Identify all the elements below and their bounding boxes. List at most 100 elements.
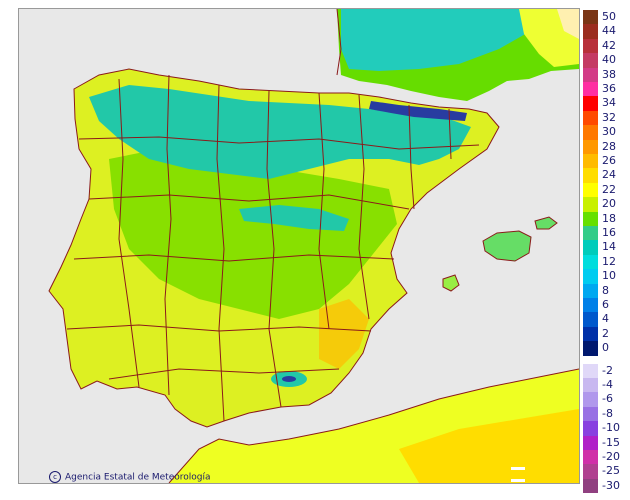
legend-label: -10	[602, 421, 620, 435]
legend-row: 22	[583, 182, 630, 198]
legend-label: 38	[602, 67, 616, 81]
legend-row: 4	[583, 312, 630, 327]
legend-swatch	[583, 406, 598, 422]
iberia-green-interior	[109, 149, 397, 319]
legend-swatch	[583, 197, 598, 212]
legend-swatch	[583, 312, 598, 327]
legend-label: 0	[602, 341, 609, 355]
legend-swatch	[583, 421, 598, 436]
legend-label: 30	[602, 125, 616, 139]
legend-label: 6	[602, 298, 609, 311]
legend-swatch	[583, 53, 598, 68]
legend-swatch	[583, 139, 598, 154]
legend-row: -25	[583, 464, 630, 479]
legend-row: 2	[583, 326, 630, 342]
legend-swatch	[583, 478, 598, 494]
legend-swatch	[583, 341, 598, 356]
legend-swatch	[583, 254, 598, 270]
legend-swatch	[583, 10, 598, 25]
legend-row: 26	[583, 154, 630, 169]
legend-label: -8	[602, 406, 613, 420]
legend-swatch	[583, 38, 598, 54]
legend-swatch	[583, 269, 598, 284]
legend-swatch	[583, 226, 598, 241]
legend-swatch	[583, 182, 598, 198]
legend-row: 24	[583, 168, 630, 183]
sierra-nevada-core	[282, 376, 296, 382]
mallorca	[483, 231, 531, 261]
legend-swatch	[583, 110, 598, 126]
aemet-logo-mark-icon	[511, 467, 525, 482]
legend-row: -8	[583, 406, 630, 422]
copyright-icon: c	[49, 471, 61, 483]
legend-label: -4	[602, 378, 613, 391]
legend-label: 40	[602, 53, 616, 67]
legend-row: 12	[583, 254, 630, 270]
legend-row: 10	[583, 269, 630, 284]
southern-warm-area	[319, 299, 369, 369]
legend-row: -4	[583, 378, 630, 393]
legend-label: 8	[602, 283, 609, 297]
north-africa-warm	[399, 409, 579, 483]
legend-row: -10	[583, 421, 630, 436]
corner-land	[557, 9, 579, 39]
legend-row: 32	[583, 110, 630, 126]
legend-swatch	[583, 298, 598, 313]
legend-label: -15	[602, 435, 620, 449]
province-borders	[48, 9, 579, 483]
legend-swatch	[583, 125, 598, 140]
legend-swatch	[583, 24, 598, 39]
legend-swatch	[583, 67, 598, 82]
legend-swatch	[583, 168, 598, 183]
legend-label: 24	[602, 168, 616, 182]
legend-row: 28	[583, 139, 630, 154]
legend-swatch	[583, 363, 598, 378]
legend-swatch	[583, 450, 598, 465]
legend-label: 2	[602, 326, 609, 340]
legend-row: 40	[583, 53, 630, 68]
legend-label: 28	[602, 139, 616, 153]
credit-line: c Agencia Estatal de Meteorología	[49, 471, 211, 483]
legend-label: 22	[602, 182, 616, 196]
pyrenees-cold-band	[369, 101, 467, 121]
legend-label: 44	[602, 24, 616, 38]
france-cool-zone	[341, 9, 539, 71]
legend-swatch	[583, 435, 598, 450]
legend-label: 20	[602, 197, 616, 211]
legend-label: 36	[602, 82, 616, 95]
temperature-map: c Agencia Estatal de Meteorología aemet	[18, 8, 580, 484]
legend-row: 50	[583, 10, 630, 25]
legend-row: 6	[583, 298, 630, 313]
legend-swatch	[583, 378, 598, 393]
legend-label: 50	[602, 10, 616, 23]
legend-label: 14	[602, 240, 616, 254]
legend-swatch	[583, 82, 598, 97]
legend-row: 42	[583, 38, 630, 54]
northern-cool-band	[89, 85, 471, 179]
legend-row: -15	[583, 435, 630, 450]
legend-label: 12	[602, 254, 616, 268]
legend-label: 32	[602, 110, 616, 124]
legend-label: 34	[602, 96, 616, 110]
legend-row: 38	[583, 67, 630, 82]
legend-label: -25	[602, 464, 620, 478]
legend-swatch	[583, 96, 598, 111]
legend-swatch	[583, 464, 598, 479]
legend-swatch	[583, 240, 598, 255]
legend-row: 0	[583, 341, 630, 356]
legend-row: 36	[583, 82, 630, 97]
legend-row: 30	[583, 125, 630, 140]
legend-row: 44	[583, 24, 630, 39]
legend-label: 42	[602, 38, 616, 52]
legend-swatch	[583, 283, 598, 298]
legend-row: 16	[583, 226, 630, 241]
legend-row: -30	[583, 478, 630, 494]
legend-swatch	[583, 154, 598, 169]
legend-row: -2	[583, 363, 630, 378]
ibiza	[443, 275, 459, 291]
map-canvas	[19, 9, 579, 483]
legend-row: 14	[583, 240, 630, 255]
legend-label: 4	[602, 312, 609, 326]
legend-label: 18	[602, 211, 616, 225]
legend-swatch	[583, 392, 598, 407]
